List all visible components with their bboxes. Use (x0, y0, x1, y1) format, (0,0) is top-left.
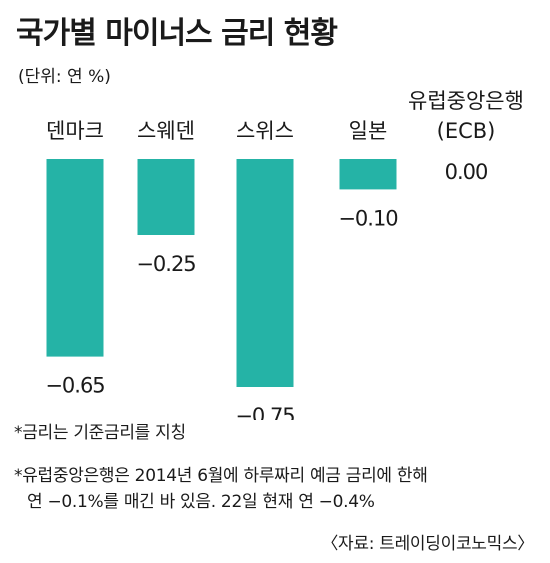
data-label: −0.75 (235, 404, 294, 420)
source-label: 〈자료: 트레이딩이코노믹스〉 (321, 534, 534, 554)
unit-label: (단위: 연 %) (18, 67, 111, 87)
bar (339, 159, 397, 190)
data-label: −0.10 (338, 206, 397, 230)
data-label: −0.65 (45, 374, 104, 398)
footnote-1: *금리는 기준금리를 지칭 (14, 423, 186, 443)
bar (46, 159, 104, 357)
footnote-2: *유럽중앙은행은 2014년 6월에 하루짜리 예금 금리에 한해 (14, 466, 428, 486)
category-label: 덴마크 (46, 119, 104, 143)
data-label: −0.25 (136, 252, 195, 276)
data-label: 0.00 (445, 160, 488, 184)
bar-chart: 덴마크 −0.65 스웨덴 −0.25 스위스 −0.75 일본 −0.10 유럽중앙은행 (EC… (45, 89, 524, 420)
category-label: 스웨덴 (137, 119, 195, 143)
footnote-3: 연 −0.1%를 매긴 바 있음. 22일 현재 연 −0.4% (27, 492, 375, 512)
bar (137, 159, 195, 235)
category-label: 유럽중앙은행 (408, 89, 524, 113)
category-label: 일본 (349, 119, 388, 143)
category-label: (ECB) (437, 119, 496, 143)
chart-title: 국가별 마이너스 금리 현황 (16, 16, 338, 51)
bar (236, 159, 294, 387)
category-label: 스위스 (236, 119, 294, 143)
